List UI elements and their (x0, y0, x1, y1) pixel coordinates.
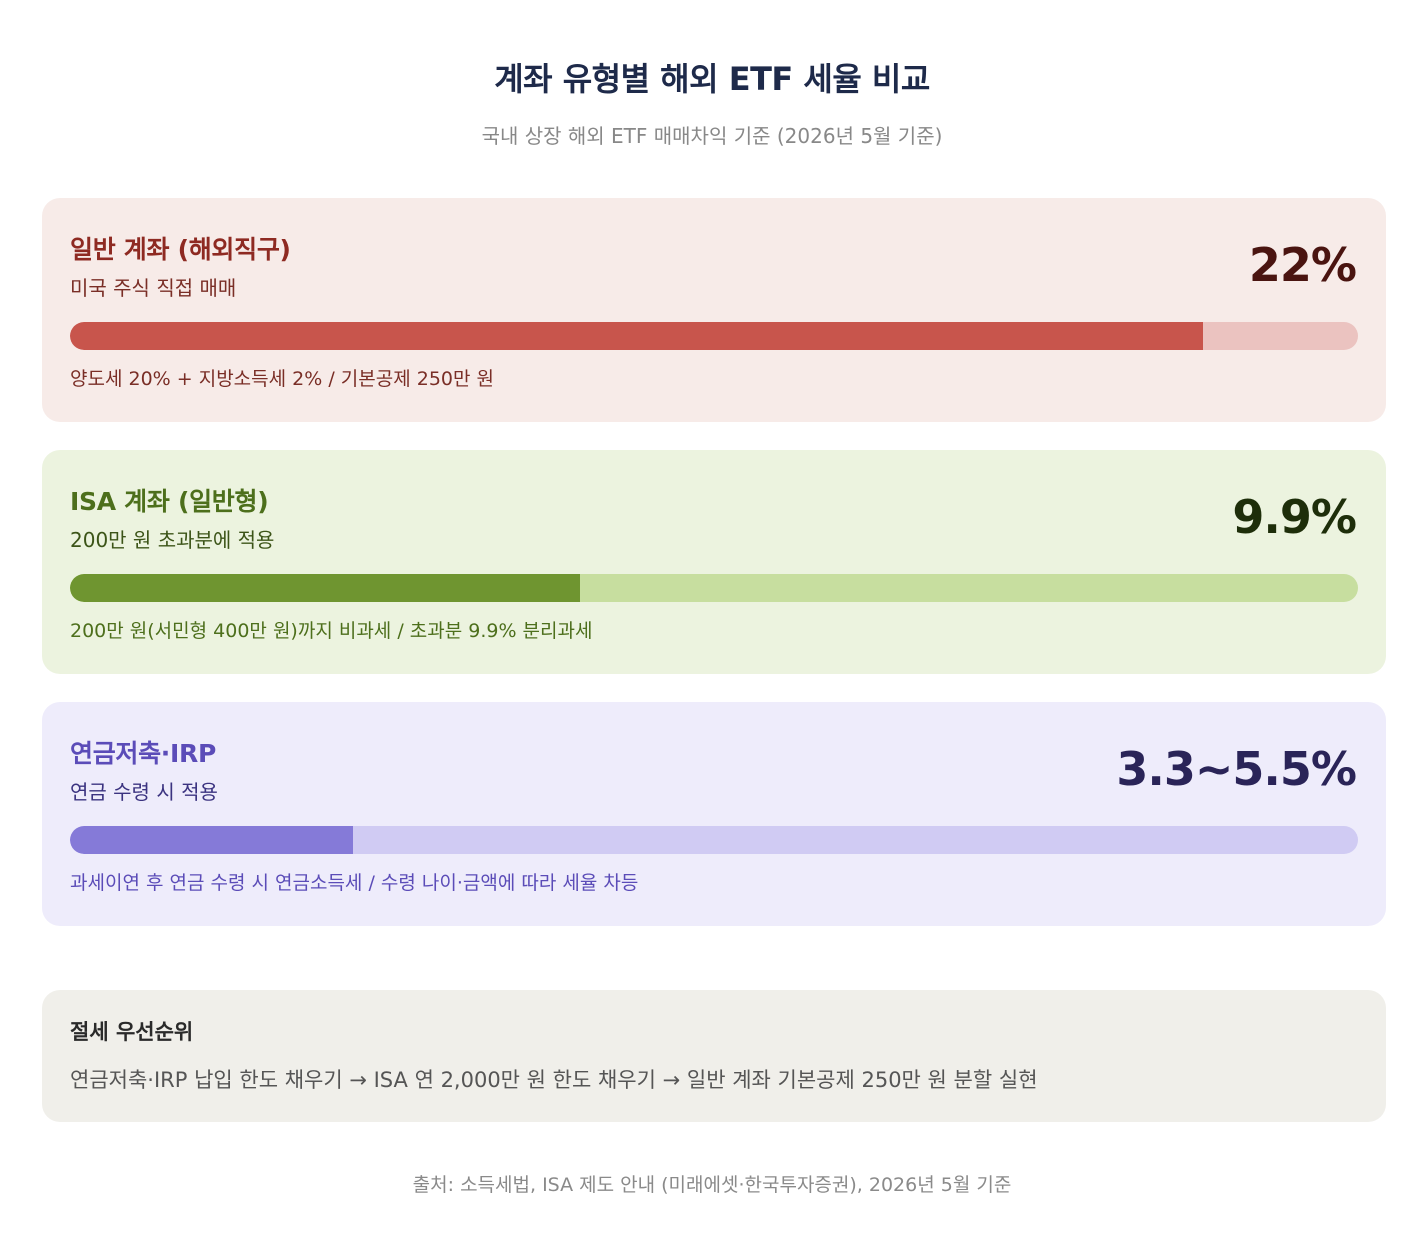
account-name: 연금저축·IRP (70, 739, 216, 768)
tip-body: 연금저축·IRP 납입 한도 채우기 → ISA 연 2,000만 원 한도 채… (70, 1068, 1038, 1092)
account-subtitle: 미국 주식 직접 매매 (70, 276, 237, 300)
account-subtitle: 연금 수령 시 적용 (70, 780, 218, 804)
account-name: 일반 계좌 (해외직구) (70, 235, 291, 264)
account-note: 200만 원(서민형 400만 원)까지 비과세 / 초과분 9.9% 분리과세 (70, 620, 593, 642)
tax-rate-label: 3.3~5.5% (1116, 742, 1357, 796)
page-title: 계좌 유형별 해외 ETF 세율 비교 (494, 60, 930, 98)
rate-bar-track (70, 574, 1358, 602)
rate-bar-track (70, 322, 1358, 350)
tax-rate-label: 9.9% (1232, 490, 1357, 544)
rate-bar (70, 826, 353, 854)
tip-box: 절세 우선순위 연금저축·IRP 납입 한도 채우기 → ISA 연 2,000… (42, 990, 1386, 1122)
account-name: ISA 계좌 (일반형) (70, 487, 269, 516)
account-card: 일반 계좌 (해외직구) 미국 주식 직접 매매 22% 양도세 20% + 지방소득… (42, 198, 1386, 422)
rate-bar-track (70, 826, 1358, 854)
source-note: 출처: 소득세법, ISA 제도 안내 (미래에셋·한국투자증권), 2026년… (412, 1174, 1012, 1196)
tip-title: 절세 우선순위 (70, 1020, 194, 1044)
account-note: 과세이연 후 연금 수령 시 연금소득세 / 수령 나이·금액에 따라 세율 차… (70, 872, 639, 894)
page-subtitle: 국내 상장 해외 ETF 매매차익 기준 (2026년 5월 기준) (481, 124, 943, 148)
account-card: ISA 계좌 (일반형) 200만 원 초과분에 적용 9.9% 200만 원(서민형… (42, 450, 1386, 674)
rate-bar (70, 322, 1203, 350)
rate-bar (70, 574, 580, 602)
tax-rate-label: 22% (1248, 238, 1357, 292)
account-note: 양도세 20% + 지방소득세 2% / 기본공제 250만 원 (70, 368, 494, 390)
account-card: 연금저축·IRP 연금 수령 시 적용 3.3~5.5% 과세이연 후 연금 수령 시… (42, 702, 1386, 926)
account-subtitle: 200만 원 초과분에 적용 (70, 528, 275, 552)
